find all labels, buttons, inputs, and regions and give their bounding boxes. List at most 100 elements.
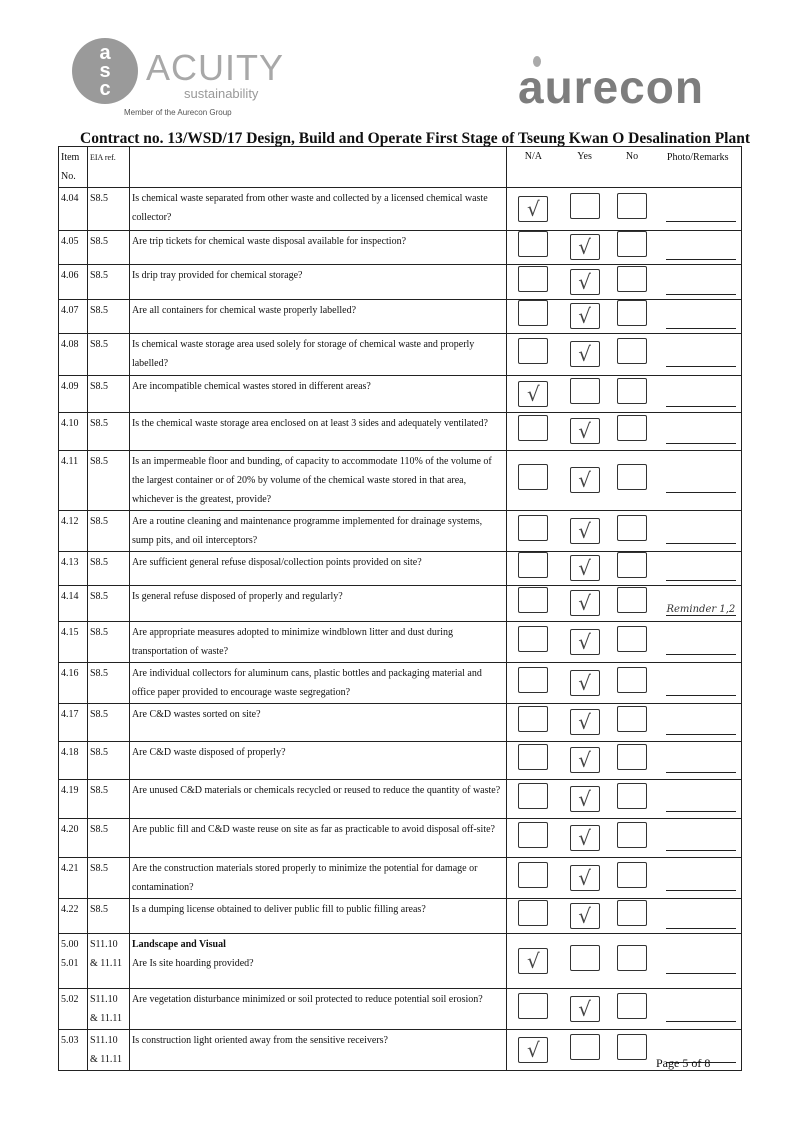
- checkbox-na[interactable]: [518, 706, 549, 732]
- acuity-mark-letter-2: c: [99, 78, 111, 100]
- checkbox-no[interactable]: [617, 265, 647, 292]
- question: Is an impermeable floor and bunding, of …: [131, 456, 492, 505]
- remark-field[interactable]: [666, 249, 737, 260]
- checkbox-yes[interactable]: √: [569, 341, 600, 367]
- checkbox-yes[interactable]: √: [569, 517, 600, 544]
- checkbox-no[interactable]: [617, 1033, 647, 1060]
- checkbox-na[interactable]: [518, 587, 549, 613]
- remark-field[interactable]: [666, 762, 737, 773]
- remark-field[interactable]: [666, 801, 737, 812]
- remark-field[interactable]: [666, 918, 737, 929]
- remark-field[interactable]: [666, 570, 737, 581]
- remark-field[interactable]: [666, 685, 737, 696]
- checkbox-no[interactable]: [617, 899, 647, 926]
- checkbox-no[interactable]: [617, 415, 647, 441]
- checkbox-no[interactable]: [617, 464, 647, 490]
- checkbox-no[interactable]: [617, 192, 647, 219]
- checkbox-na[interactable]: [518, 821, 549, 848]
- checkbox-no[interactable]: [617, 377, 647, 404]
- checkbox-yes[interactable]: √: [569, 555, 600, 581]
- checkbox-na[interactable]: [518, 514, 549, 541]
- checkbox-na[interactable]: √: [518, 1036, 549, 1063]
- remark-field[interactable]: [666, 963, 737, 974]
- checkbox-no[interactable]: [617, 992, 647, 1019]
- remark-field[interactable]: [666, 880, 737, 891]
- checkbox-no[interactable]: [617, 231, 647, 257]
- checkbox-no[interactable]: [617, 744, 647, 770]
- checkbox-na[interactable]: [518, 625, 549, 652]
- remark-field[interactable]: [666, 724, 737, 735]
- checkbox-na[interactable]: [518, 552, 549, 578]
- remark-field[interactable]: [666, 644, 737, 655]
- remark-field[interactable]: [666, 211, 737, 222]
- checkbox-na[interactable]: √: [518, 195, 549, 222]
- checkbox-na[interactable]: [518, 861, 549, 888]
- checkbox-yes[interactable]: [569, 192, 600, 219]
- item-number: 4.13: [58, 551, 88, 586]
- checkbox-na[interactable]: [518, 992, 549, 1019]
- checkbox-yes[interactable]: √: [569, 785, 600, 812]
- checkbox-no[interactable]: [617, 552, 647, 578]
- check-mark: √: [578, 865, 591, 890]
- remark-field[interactable]: [666, 482, 737, 493]
- table-header: Item No. EIA ref. N/A Yes No Photo/Remar…: [58, 146, 743, 188]
- question: Are unused C&D materials or chemicals re…: [131, 785, 501, 796]
- checkbox-na[interactable]: [518, 782, 549, 809]
- checkbox-no[interactable]: [617, 587, 647, 613]
- checkbox-yes[interactable]: √: [569, 418, 600, 444]
- checkbox-yes[interactable]: √: [569, 628, 600, 655]
- checkbox-na[interactable]: √: [518, 947, 549, 974]
- remark-field[interactable]: [666, 318, 737, 329]
- remark-field[interactable]: [666, 356, 737, 367]
- checkbox-no[interactable]: [617, 300, 647, 326]
- eia-ref: S8.5: [86, 857, 130, 899]
- checkbox-yes[interactable]: √: [569, 864, 600, 891]
- question: Are all containers for chemical waste pr…: [131, 305, 357, 316]
- checkbox-yes[interactable]: √: [569, 303, 600, 329]
- checkbox-no[interactable]: [617, 706, 647, 732]
- checkbox-no[interactable]: [617, 338, 647, 364]
- checkbox-no[interactable]: [617, 782, 647, 809]
- checkbox-na[interactable]: √: [518, 380, 549, 407]
- checkbox-na[interactable]: [518, 265, 549, 292]
- remark-field[interactable]: [666, 433, 737, 444]
- checkbox-no[interactable]: [617, 944, 647, 971]
- remark-field[interactable]: [666, 396, 737, 407]
- checkbox-yes[interactable]: √: [569, 995, 600, 1022]
- checkbox-na[interactable]: [518, 899, 549, 926]
- checkbox-na[interactable]: [518, 415, 549, 441]
- checkbox-na[interactable]: [518, 338, 549, 364]
- checkbox-na[interactable]: [518, 744, 549, 770]
- checkbox-no[interactable]: [617, 666, 647, 693]
- table-row: 4.05 S8.5 Are trip tickets for chemical …: [58, 230, 743, 265]
- remark-field[interactable]: [666, 533, 737, 544]
- checkbox-no[interactable]: [617, 625, 647, 652]
- remark-field[interactable]: [666, 1052, 737, 1063]
- remark-field[interactable]: [666, 1011, 737, 1022]
- remark-field[interactable]: Reminder 1,2: [666, 604, 737, 616]
- checkbox-no[interactable]: [617, 821, 647, 848]
- checkbox-yes[interactable]: √: [569, 669, 600, 696]
- checkbox-yes[interactable]: √: [569, 268, 600, 295]
- checkbox-yes[interactable]: √: [569, 234, 600, 260]
- checkbox-yes[interactable]: [569, 377, 600, 404]
- header-eia: EIA ref.: [86, 146, 130, 188]
- question: Are C&D wastes sorted on site?: [131, 709, 261, 720]
- item-number: 5.02: [58, 988, 88, 1030]
- checkbox-yes[interactable]: √: [569, 824, 600, 851]
- remark-field[interactable]: [666, 284, 737, 295]
- checkbox-na[interactable]: [518, 300, 549, 326]
- checkbox-na[interactable]: [518, 464, 549, 490]
- checkbox-yes[interactable]: [569, 944, 600, 971]
- checkbox-yes[interactable]: [569, 1033, 600, 1060]
- checkbox-na[interactable]: [518, 231, 549, 257]
- checkbox-na[interactable]: [518, 666, 549, 693]
- checkbox-no[interactable]: [617, 514, 647, 541]
- checkbox-yes[interactable]: √: [569, 590, 600, 616]
- checkbox-yes[interactable]: √: [569, 709, 600, 735]
- checkbox-yes[interactable]: √: [569, 467, 600, 493]
- checkbox-yes[interactable]: √: [569, 747, 600, 773]
- checkbox-no[interactable]: [617, 861, 647, 888]
- checkbox-yes[interactable]: √: [569, 902, 600, 929]
- remark-field[interactable]: [666, 840, 737, 851]
